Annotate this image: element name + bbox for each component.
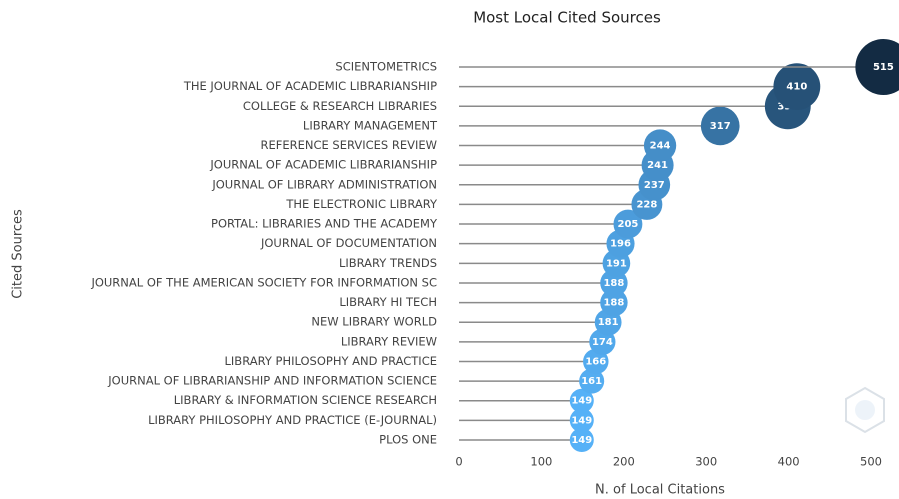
- y-tick-label: JOURNAL OF ACADEMIC LIBRARIANSHIP: [209, 158, 437, 172]
- x-axis-label: N. of Local Citations: [595, 483, 725, 498]
- value-label: 188: [603, 298, 624, 309]
- y-tick-label: REFERENCE SERVICES REVIEW: [260, 138, 437, 152]
- value-label: 515: [873, 62, 894, 73]
- bubble: [643, 129, 677, 162]
- watermark: [845, 386, 885, 434]
- value-label: 166: [585, 356, 606, 367]
- y-tick-label: COLLEGE & RESEARCH LIBRARIES: [243, 99, 437, 113]
- y-tick-label: JOURNAL OF LIBRARY ADMINISTRATION: [211, 177, 437, 191]
- x-tick-label: 400: [778, 455, 800, 469]
- bubble: [569, 408, 594, 433]
- bubble: [773, 63, 821, 111]
- bubble: [583, 348, 609, 375]
- value-label: 244: [650, 141, 671, 152]
- y-tick-label: LIBRARY HI TECH: [339, 295, 437, 309]
- x-tick-label: 300: [695, 455, 717, 469]
- y-tick-label: LIBRARY MANAGEMENT: [303, 118, 438, 132]
- y-tick-label: SCIENTOMETRICS: [335, 60, 437, 74]
- chart-title: Most Local Cited Sources: [473, 9, 661, 27]
- value-label: 317: [710, 121, 731, 132]
- bubble: [569, 428, 594, 452]
- bubble: [855, 39, 899, 95]
- y-tick-label: JOURNAL OF LIBRARIANSHIP AND INFORMATION…: [107, 374, 437, 388]
- bubble: [579, 368, 605, 394]
- value-label: 191: [606, 258, 627, 269]
- value-label: 149: [571, 435, 592, 446]
- y-tick-label: JOURNAL OF THE AMERICAN SOCIETY FOR INFO…: [90, 275, 437, 289]
- y-tick-label: THE JOURNAL OF ACADEMIC LIBRARIANSHIP: [183, 79, 437, 93]
- x-tick-label: 500: [860, 455, 882, 469]
- y-tick-label: LIBRARY PHILOSOPHY AND PRACTICE: [225, 354, 438, 368]
- value-label: 181: [598, 317, 619, 328]
- y-tick-label: NEW LIBRARY WORLD: [311, 315, 437, 329]
- value-label: 410: [786, 82, 807, 93]
- x-tick-label: 0: [455, 455, 462, 469]
- value-label: 237: [644, 180, 665, 191]
- y-tick-label: JOURNAL OF DOCUMENTATION: [260, 236, 437, 250]
- y-tick-label: PLOS ONE: [379, 433, 437, 447]
- y-tick-label: THE ELECTRONIC LIBRARY: [285, 197, 438, 211]
- bubble: [569, 388, 594, 413]
- value-label: 149: [571, 396, 592, 407]
- y-axis-label: Cited Sources: [11, 209, 26, 299]
- value-label: 196: [610, 239, 631, 250]
- value-label: 188: [603, 278, 624, 289]
- bubble: [613, 209, 643, 239]
- y-tick-label: LIBRARY TRENDS: [339, 256, 437, 270]
- value-label: 205: [617, 219, 638, 230]
- y-tick-label: LIBRARY REVIEW: [341, 334, 437, 348]
- x-tick-label: 200: [613, 455, 635, 469]
- value-label: 241: [647, 160, 668, 171]
- value-label: 174: [592, 337, 613, 348]
- x-tick-label: 100: [530, 455, 552, 469]
- bubble: [700, 106, 740, 146]
- value-label: 149: [571, 415, 592, 426]
- value-label: 161: [581, 376, 602, 387]
- y-tick-label: LIBRARY PHILOSOPHY AND PRACTICE (E-JOURN…: [148, 413, 437, 427]
- y-tick-label: LIBRARY & INFORMATION SCIENCE RESEARCH: [174, 393, 437, 407]
- bubble: [600, 288, 628, 317]
- value-label: 228: [636, 199, 657, 210]
- y-tick-label: PORTAL: LIBRARIES AND THE ACADEMY: [211, 217, 438, 231]
